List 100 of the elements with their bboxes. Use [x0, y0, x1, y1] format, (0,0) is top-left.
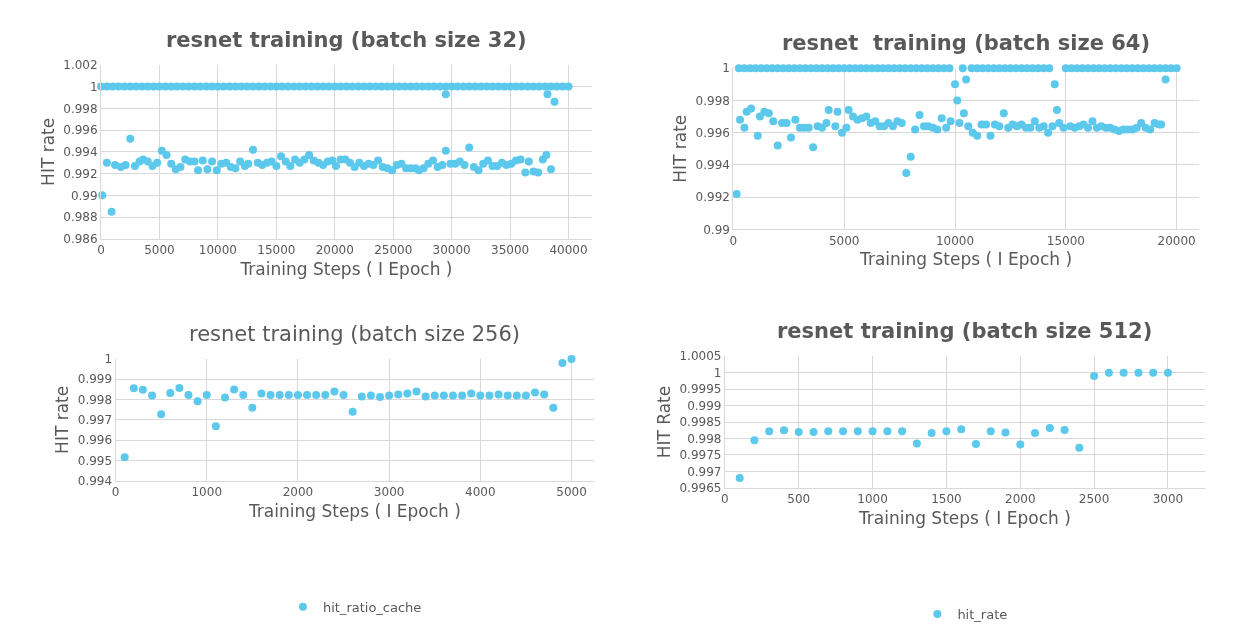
y-tick-label: 0.99 — [70, 188, 98, 203]
point — [750, 436, 759, 445]
point — [166, 389, 175, 398]
chart-title: resnet training (batch size 512) — [777, 319, 1153, 343]
x-axis-title: Training Steps ( I Epoch ) — [859, 249, 1073, 270]
y-tick-label: 0.997 — [77, 413, 113, 428]
x-tick-label: 0 — [111, 485, 120, 500]
x-tick-label: 35000 — [490, 243, 530, 258]
x-tick-label: 3000 — [373, 485, 405, 500]
point — [942, 427, 951, 436]
y-axis-title: HIT Rate — [654, 385, 675, 459]
point — [898, 427, 907, 436]
point — [1090, 371, 1099, 380]
point — [157, 410, 166, 419]
point — [385, 391, 394, 400]
y-tick-label: 0.992 — [63, 166, 98, 181]
x-tick-label: 3000 — [1152, 492, 1184, 507]
point — [853, 427, 862, 436]
point — [735, 474, 744, 483]
point — [986, 427, 995, 436]
point — [1031, 428, 1040, 437]
x-tick-label: 4000 — [465, 485, 496, 500]
x-tick-label: 2500 — [1078, 492, 1110, 507]
point — [824, 427, 833, 436]
point — [567, 354, 576, 363]
x-tick-label: 0 — [97, 243, 105, 258]
point — [883, 427, 892, 436]
point — [521, 391, 530, 400]
y-tick-label: 0.995 — [77, 453, 113, 468]
y-tick-label: 0.986 — [63, 232, 98, 247]
point — [357, 392, 366, 401]
point — [421, 392, 430, 401]
chart-title: resnet training (batch size 32) — [166, 28, 527, 52]
y-tick-label: 0.996 — [695, 125, 730, 140]
y-axis-title: HIT rate — [37, 117, 58, 186]
point — [1075, 443, 1084, 452]
point — [430, 391, 439, 400]
y-tick-label: 0.9975 — [679, 448, 722, 463]
point — [193, 397, 202, 406]
point — [366, 391, 375, 400]
point — [394, 390, 403, 399]
y-tick-label: 1.002 — [63, 58, 98, 73]
point — [312, 391, 321, 400]
y-tick-label: 1 — [722, 61, 730, 76]
point — [765, 427, 774, 436]
point — [376, 392, 385, 401]
point — [794, 427, 803, 436]
point — [184, 391, 193, 400]
point — [284, 391, 293, 400]
point — [494, 390, 503, 399]
x-tick-label: 10000 — [935, 233, 975, 248]
x-tick-label: 20000 — [1157, 233, 1196, 248]
x-tick-label: 0 — [721, 492, 729, 507]
y-tick-label: 0.999 — [687, 398, 722, 413]
point — [220, 393, 229, 402]
x-tick-label: 2000 — [1004, 492, 1036, 507]
y-tick-label: 0.998 — [77, 392, 113, 407]
x-axis-title: Training Steps ( I Epoch ) — [239, 258, 453, 279]
point — [230, 385, 239, 394]
point — [248, 403, 257, 412]
point — [1134, 368, 1143, 377]
point — [467, 389, 476, 398]
point — [558, 359, 567, 367]
legend-label: hit_ratio_cache — [322, 599, 422, 615]
point — [912, 439, 921, 448]
y-tick-label: 0.9965 — [679, 481, 722, 496]
point — [1119, 368, 1128, 377]
legend-label: hit_rate — [957, 607, 1008, 623]
x-axis-title: Training Steps ( I Epoch ) — [247, 500, 461, 521]
point — [927, 428, 936, 437]
y-axis-title: HIT rate — [52, 385, 73, 454]
point — [448, 391, 457, 400]
x-tick-label: 30000 — [432, 243, 471, 258]
y-tick-label: 0.994 — [77, 473, 113, 488]
y-tick-label: 0.998 — [687, 431, 722, 446]
y-tick-label: 1.0005 — [679, 349, 722, 364]
point — [809, 427, 818, 436]
point — [330, 387, 339, 396]
point — [211, 422, 220, 431]
point — [293, 391, 302, 400]
point — [1045, 423, 1054, 432]
x-tick-label: 1500 — [931, 492, 962, 507]
point — [1016, 440, 1025, 449]
x-tick-label: 5000 — [828, 233, 860, 248]
point — [458, 391, 467, 400]
point — [403, 389, 412, 398]
chart-title: resnet training (batch size 64) — [782, 31, 1151, 55]
y-tick-label: 0.992 — [695, 190, 730, 205]
point — [339, 391, 348, 400]
y-tick-label: 0.998 — [63, 101, 98, 116]
point — [779, 426, 788, 435]
point — [1060, 425, 1069, 434]
y-tick-label: 1 — [713, 365, 722, 380]
y-tick-label: 0.994 — [63, 145, 98, 160]
x-tick-label: 1000 — [191, 485, 223, 500]
x-tick-label: 10000 — [198, 243, 238, 258]
point — [540, 390, 549, 399]
y-tick-label: 0.999 — [77, 372, 113, 387]
point — [148, 391, 157, 400]
point — [503, 391, 512, 400]
